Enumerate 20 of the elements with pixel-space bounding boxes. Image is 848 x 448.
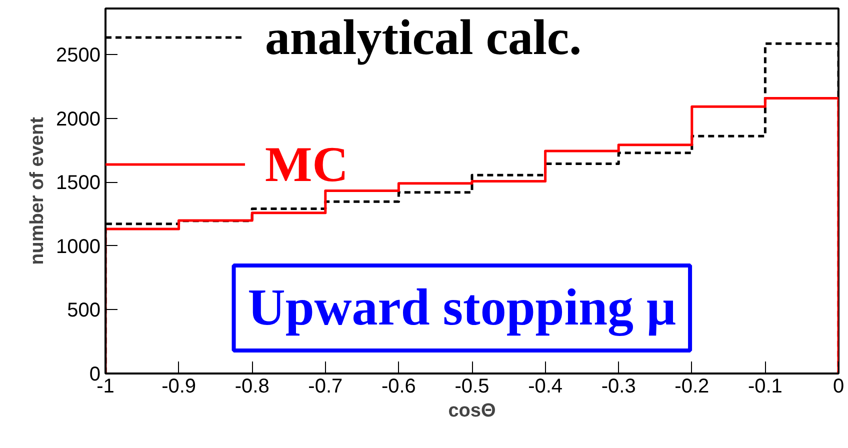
- y-tick-label: 1000: [56, 236, 101, 258]
- legend-label: analytical calc.: [265, 8, 582, 66]
- y-tick-label: 2500: [56, 44, 101, 66]
- x-tick-label: -0.3: [601, 376, 636, 398]
- y-tick-label: 1500: [56, 172, 101, 194]
- y-tick-label: 500: [67, 300, 101, 322]
- legend-label: MC: [265, 135, 348, 193]
- annotation: Upward stopping μ: [248, 280, 676, 337]
- x-tick-label: -0.8: [234, 376, 270, 398]
- x-axis-title: cosΘ: [448, 400, 496, 422]
- x-tick-label: -0.4: [528, 376, 563, 398]
- x-tick-label: -0.1: [748, 376, 782, 398]
- x-tick-label: -0.6: [381, 376, 416, 398]
- y-axis-title: number of event: [27, 116, 48, 265]
- x-tick-label: -0.5: [454, 376, 490, 398]
- x-tick-label: -0.7: [308, 376, 343, 398]
- x-tick-label: -0.2: [674, 376, 710, 398]
- x-tick-label: 0: [832, 376, 844, 398]
- x-tick-label: -0.9: [162, 376, 196, 398]
- y-tick-label: 2000: [56, 108, 101, 130]
